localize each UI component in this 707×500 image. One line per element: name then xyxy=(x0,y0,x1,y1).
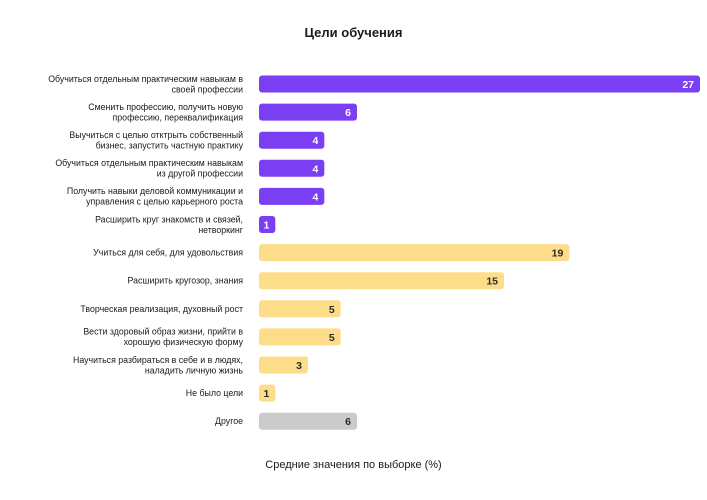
bar xyxy=(259,328,341,346)
category-label: Обучиться отдельным практическим навыкам… xyxy=(55,158,243,179)
bar xyxy=(259,103,357,121)
bar xyxy=(259,216,276,233)
category-label: Расширить кругозор, знания xyxy=(128,276,244,286)
bar-value-label: 3 xyxy=(296,360,302,372)
bar-value-label: 1 xyxy=(263,388,269,400)
bar-value-label: 15 xyxy=(486,276,498,288)
bar xyxy=(259,384,276,402)
bar xyxy=(259,244,570,262)
bar-value-label: 27 xyxy=(682,79,694,91)
bar-value-label: 4 xyxy=(312,163,318,175)
category-label: Учиться для себя, для удовольствия xyxy=(93,248,243,258)
bar xyxy=(259,159,325,177)
bar xyxy=(259,356,308,374)
bar-value-label: 5 xyxy=(329,304,335,316)
category-label: Не было цели xyxy=(186,388,243,398)
bar-value-label: 6 xyxy=(345,107,351,119)
bar xyxy=(259,187,325,205)
bar-value-label: 1 xyxy=(263,220,269,232)
category-label: Другое xyxy=(215,416,243,426)
category-label: Получить навыки деловой коммуникации и уп… xyxy=(67,186,243,207)
bar-value-label: 4 xyxy=(312,191,318,203)
bar-value-label: 6 xyxy=(345,416,351,428)
bar xyxy=(259,300,341,318)
chart-title: Цели обучения xyxy=(304,25,403,40)
bar xyxy=(259,412,357,430)
category-label: Расширить круг знакомств и связей, нетвор… xyxy=(95,214,243,235)
bar xyxy=(259,272,504,290)
category-label: Творческая реализация, духовный рост xyxy=(80,304,243,314)
bar xyxy=(259,131,325,149)
bar-value-label: 19 xyxy=(552,248,564,260)
category-label: Сменить профессию, получить новую професс… xyxy=(88,102,243,123)
x-axis-label: Средние значения по выборке (%) xyxy=(265,459,442,471)
category-label: Научиться разбираться в себе и в людях, н… xyxy=(73,355,243,376)
category-label: Выучиться с целью отктрыть собственный би… xyxy=(69,130,243,151)
category-label: Обучиться отдельным практическим навыкам… xyxy=(48,74,243,95)
bar-value-label: 4 xyxy=(312,135,318,147)
category-label: Вести здоровый образ жизни, прийти в хоро… xyxy=(83,327,243,348)
bar xyxy=(259,75,700,93)
bar-value-label: 5 xyxy=(329,332,335,344)
